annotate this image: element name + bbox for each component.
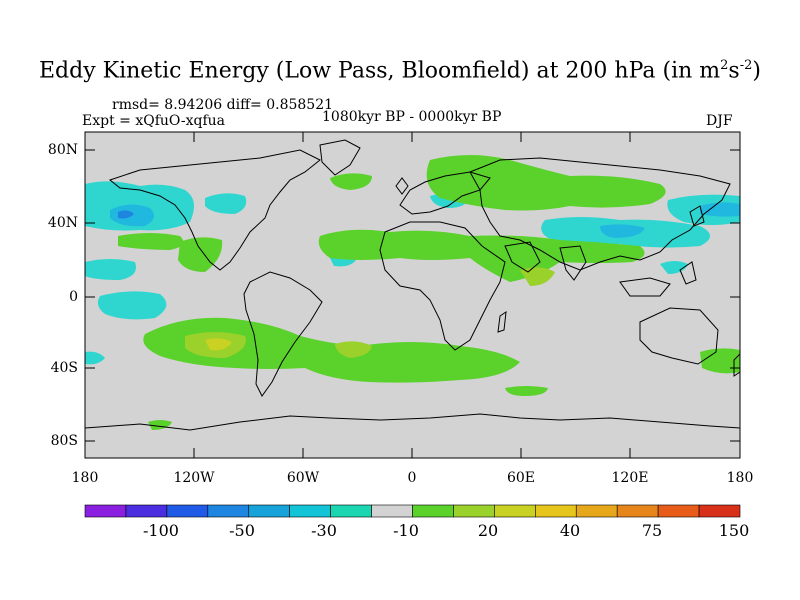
lat-label-40s: 40S <box>38 360 78 376</box>
lon-label-120w: 120W <box>164 470 224 486</box>
lon-label-60e: 60E <box>491 470 551 486</box>
colorbar-swatch <box>658 505 699 517</box>
lat-label-40n: 40N <box>38 215 78 231</box>
colorbar-swatch <box>699 505 740 517</box>
colorbar-swatch <box>126 505 167 517</box>
colorbar-swatch <box>331 505 372 517</box>
lat-label-0: 0 <box>38 289 78 305</box>
lon-label-180w: 180 <box>55 470 115 486</box>
colorbar-swatch <box>617 505 658 517</box>
lon-label-180e: 180 <box>710 470 770 486</box>
colorbar-swatch <box>290 505 331 517</box>
colorbar-swatch <box>167 505 208 517</box>
lat-label-80s: 80S <box>38 433 78 449</box>
colorbar <box>85 505 740 517</box>
colorbar-swatch <box>494 505 535 517</box>
colorbar-swatch <box>208 505 249 517</box>
colorbar-label-5: 20 <box>458 521 518 540</box>
lon-label-0: 0 <box>382 470 442 486</box>
colorbar-swatch <box>453 505 494 517</box>
colorbar-label-7: 75 <box>622 521 682 540</box>
colorbar-swatch <box>413 505 454 517</box>
colorbar-swatch <box>372 505 413 517</box>
colorbar-label-2: -50 <box>212 521 272 540</box>
colorbar-label-4: -10 <box>376 521 436 540</box>
colorbar-swatch <box>249 505 290 517</box>
lon-label-120e: 120E <box>600 470 660 486</box>
colorbar-swatch <box>85 505 126 517</box>
colorbar-label-8: 150 <box>704 521 764 540</box>
colorbar-label-6: 40 <box>540 521 600 540</box>
lon-label-60w: 60W <box>273 470 333 486</box>
lat-label-80n: 80N <box>38 142 78 158</box>
colorbar-swatch <box>535 505 576 517</box>
colorbar-swatch <box>576 505 617 517</box>
map-svg <box>0 0 800 600</box>
colorbar-label-3: -30 <box>294 521 354 540</box>
colorbar-label-1: -100 <box>131 521 191 540</box>
